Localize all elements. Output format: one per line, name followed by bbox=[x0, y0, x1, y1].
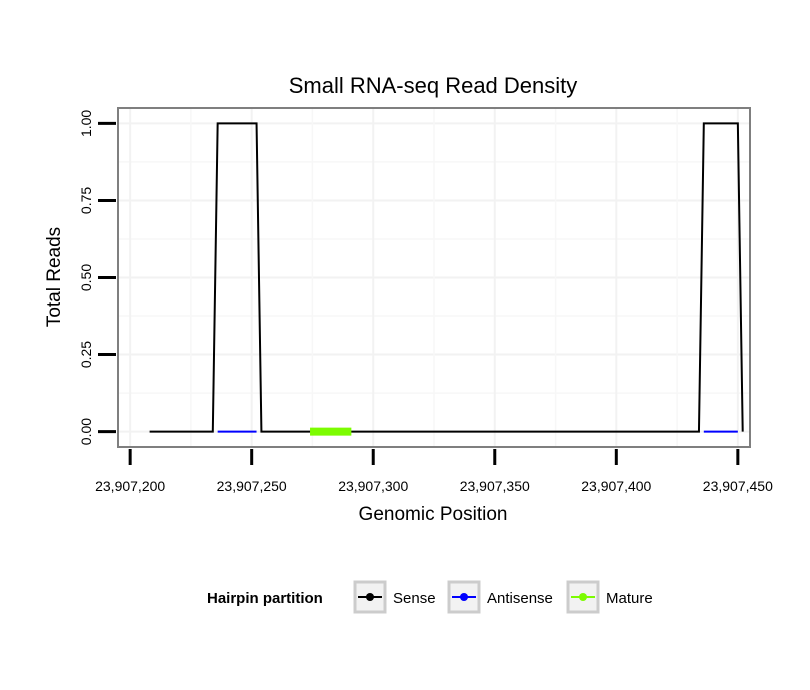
y-axis: 0.00 0.25 0.50 0.75 1.00 bbox=[78, 110, 116, 445]
chart-title: Small RNA-seq Read Density bbox=[289, 73, 578, 98]
x-tick-label: 23,907,300 bbox=[338, 478, 408, 494]
legend-label: Sense bbox=[393, 590, 436, 607]
x-tick-label: 23,907,250 bbox=[217, 478, 287, 494]
plot-border bbox=[117, 107, 751, 448]
y-axis-title: Total Reads bbox=[44, 227, 65, 327]
x-tick-label: 23,907,450 bbox=[703, 478, 773, 494]
series-layer bbox=[149, 122, 744, 436]
y-tick-label: 0.00 bbox=[78, 418, 94, 445]
x-axis-title: Genomic Position bbox=[359, 504, 508, 525]
legend-key-dot bbox=[579, 593, 587, 601]
legend-label: Antisense bbox=[487, 590, 553, 607]
plot-area bbox=[117, 107, 751, 448]
legend-item-mature: Mature bbox=[566, 580, 653, 614]
legend-title: Hairpin partition bbox=[207, 590, 323, 607]
x-tick-label: 23,907,400 bbox=[581, 478, 651, 494]
y-tick-label: 1.00 bbox=[78, 110, 94, 137]
legend-item-sense: Sense bbox=[353, 580, 436, 614]
y-tick-label: 0.50 bbox=[78, 264, 94, 291]
x-tick-label: 23,907,200 bbox=[95, 478, 165, 494]
x-tick-label: 23,907,350 bbox=[460, 478, 530, 494]
legend-item-antisense: Antisense bbox=[447, 580, 553, 614]
y-tick-label: 0.75 bbox=[78, 187, 94, 214]
y-tick-label: 0.25 bbox=[78, 341, 94, 368]
legend-key-dot bbox=[366, 593, 374, 601]
legend-key-dot bbox=[460, 593, 468, 601]
legend: Hairpin partition Sense Antisense Mature bbox=[207, 580, 653, 614]
series-line-sense bbox=[149, 122, 744, 433]
x-axis: 23,907,200 23,907,250 23,907,300 23,907,350… bbox=[95, 449, 773, 494]
legend-label: Mature bbox=[606, 590, 653, 607]
